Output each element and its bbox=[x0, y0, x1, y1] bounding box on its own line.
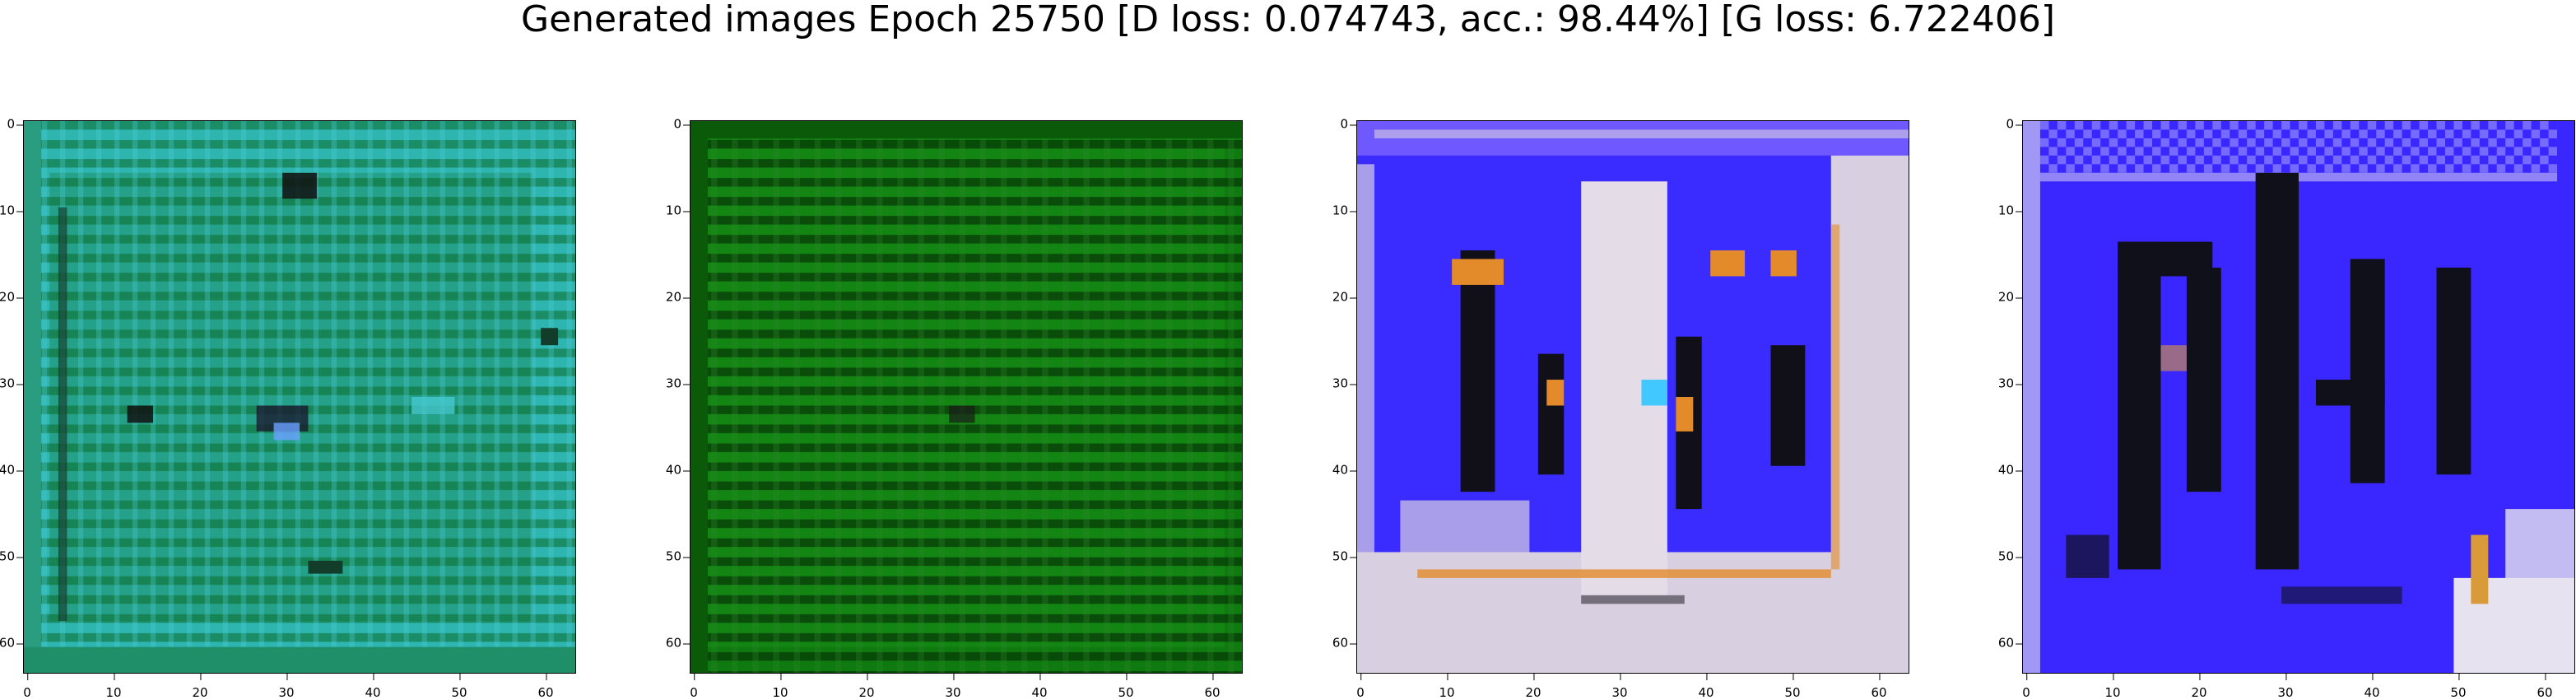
x-tick-label: 50 bbox=[451, 674, 467, 700]
generated-image-3 bbox=[1356, 120, 1909, 674]
x-tick-label: 20 bbox=[858, 674, 875, 700]
x-tick-label: 60 bbox=[2536, 674, 2553, 700]
y-tick-label: 40 bbox=[665, 462, 690, 478]
y-tick-label: 10 bbox=[1997, 203, 2023, 218]
y-tick-label: 20 bbox=[665, 289, 690, 305]
y-tick-label: 50 bbox=[1997, 548, 2023, 564]
x-tick-label: 10 bbox=[105, 674, 122, 700]
y-tick-label: 10 bbox=[1332, 203, 1357, 218]
x-tick-label: 30 bbox=[278, 674, 295, 700]
x-tick-label: 50 bbox=[1784, 674, 1801, 700]
x-tick-label: 40 bbox=[365, 674, 381, 700]
y-tick-label: 20 bbox=[0, 289, 24, 305]
x-tick-label: 0 bbox=[23, 674, 31, 700]
y-tick-label: 10 bbox=[665, 203, 690, 218]
y-tick-label: 60 bbox=[1997, 635, 2023, 651]
figure-title: Generated images Epoch 25750 [D loss: 0.… bbox=[520, 0, 2056, 40]
x-tick-label: 20 bbox=[2191, 674, 2207, 700]
y-tick-label: 0 bbox=[2006, 116, 2022, 132]
y-tick-label: 40 bbox=[1332, 462, 1357, 478]
y-tick-label: 10 bbox=[0, 203, 24, 218]
generated-image-2 bbox=[690, 120, 1243, 674]
image-panel-2: 0 10 20 30 40 50 60 0 10 20 30 40 50 60 bbox=[666, 118, 1243, 699]
x-tick-label: 30 bbox=[1611, 674, 1628, 700]
y-tick-label: 40 bbox=[0, 462, 24, 478]
y-tick-label: 50 bbox=[0, 548, 24, 564]
image-panel-3: 0 10 20 30 40 50 60 0 10 20 30 40 50 60 bbox=[1332, 118, 1909, 699]
x-tick-label: 10 bbox=[1439, 674, 1455, 700]
x-tick-label: 0 bbox=[2022, 674, 2030, 700]
x-tick-label: 20 bbox=[1525, 674, 1541, 700]
y-tick-label: 60 bbox=[1332, 635, 1357, 651]
image-panel-1: 0 10 20 30 40 50 60 0 10 20 30 40 50 60 bbox=[0, 118, 576, 699]
x-tick-label: 40 bbox=[1698, 674, 1714, 700]
x-tick-label: 10 bbox=[772, 674, 788, 700]
y-tick-label: 30 bbox=[1997, 376, 2023, 391]
x-tick-label: 50 bbox=[2450, 674, 2467, 700]
x-tick-label: 50 bbox=[1118, 674, 1134, 700]
generated-image-4 bbox=[2022, 120, 2575, 674]
x-tick-label: 0 bbox=[1356, 674, 1365, 700]
y-tick-label: 20 bbox=[1997, 289, 2023, 305]
y-tick-label: 30 bbox=[665, 376, 690, 391]
y-tick-label: 0 bbox=[673, 116, 690, 132]
image-panel-4: 0 10 20 30 40 50 60 0 10 20 30 40 50 60 bbox=[1998, 118, 2575, 699]
x-tick-label: 60 bbox=[537, 674, 554, 700]
x-tick-label: 40 bbox=[1031, 674, 1048, 700]
y-tick-label: 30 bbox=[0, 376, 24, 391]
x-tick-label: 60 bbox=[1871, 674, 1887, 700]
y-tick-label: 60 bbox=[665, 635, 690, 651]
y-tick-label: 60 bbox=[0, 635, 24, 651]
x-tick-label: 20 bbox=[192, 674, 208, 700]
x-tick-label: 0 bbox=[690, 674, 698, 700]
y-tick-label: 50 bbox=[665, 548, 690, 564]
x-tick-label: 40 bbox=[2364, 674, 2380, 700]
generated-image-1 bbox=[23, 120, 576, 674]
y-tick-label: 30 bbox=[1332, 376, 1357, 391]
x-tick-label: 10 bbox=[2104, 674, 2121, 700]
x-tick-label: 30 bbox=[945, 674, 961, 700]
y-tick-label: 50 bbox=[1332, 548, 1357, 564]
x-tick-label: 60 bbox=[1204, 674, 1221, 700]
y-tick-label: 20 bbox=[1332, 289, 1357, 305]
y-tick-label: 0 bbox=[1340, 116, 1356, 132]
y-tick-label: 0 bbox=[7, 116, 23, 132]
y-tick-label: 40 bbox=[1997, 462, 2023, 478]
x-tick-label: 30 bbox=[2277, 674, 2294, 700]
